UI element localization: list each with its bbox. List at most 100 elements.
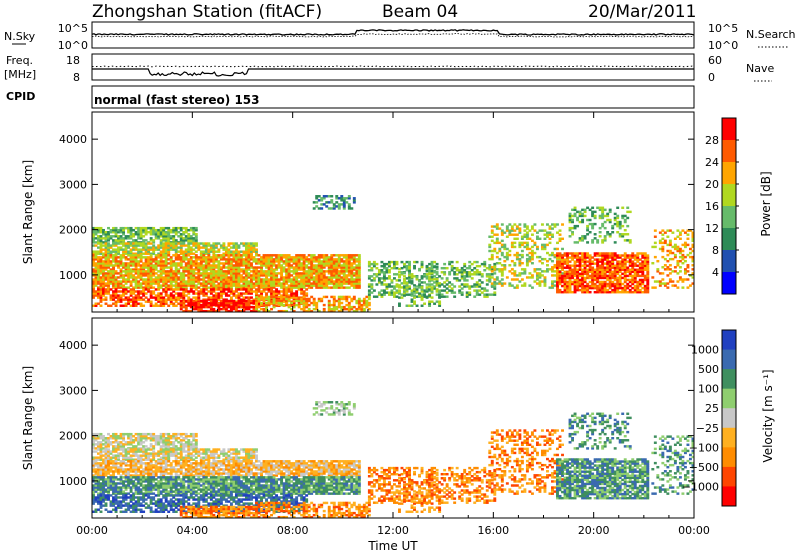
power-cell [606,258,610,261]
power-cell [245,286,248,289]
power-cell [593,284,597,288]
power-cell [653,229,657,232]
power-cell [566,266,569,269]
power-cell [102,278,105,281]
power-cell [234,307,238,311]
power-cell [242,303,246,307]
power-cell [613,276,617,280]
power-cell [332,307,336,311]
power-cell [260,286,263,289]
power-cell [212,248,216,251]
power-cell [179,264,183,267]
power-cell [315,305,319,309]
power-cell [202,260,206,263]
power-cell [405,269,409,272]
power-cell [320,270,324,273]
power-cell [139,254,143,257]
power-cell [252,274,256,277]
power-cell [132,286,136,289]
power-cell [528,257,532,261]
power-cell [265,264,268,267]
power-cell [137,262,141,265]
power-cell [275,258,279,261]
power-cell [618,278,622,282]
power-cell [207,282,211,285]
power-cell [546,235,549,238]
power-cell [242,305,246,309]
power-cell [307,262,311,265]
power-cell [192,231,196,234]
power-cell [164,276,168,279]
power-cell [571,254,574,257]
power-cell [626,282,630,286]
power-cell [568,218,572,222]
power-cell [194,284,198,287]
power-cell [347,195,351,198]
power-cell [488,293,492,296]
power-cell [270,298,273,301]
power-cell [317,262,321,265]
power-cell [538,268,542,271]
power-cell [641,252,645,255]
power-cell [152,264,156,267]
power-cell [340,282,344,285]
power-cell [102,256,105,259]
power-cell [350,307,354,311]
power-cell [613,216,617,220]
power-cell [164,256,168,259]
power-cell [219,268,223,271]
power-cell [593,210,597,214]
power-cell [591,262,595,265]
power-cell [119,280,123,283]
power-cell [104,250,108,253]
power-cell [255,298,258,301]
power-cell [209,296,213,299]
power-cell [164,239,168,242]
power-cell [237,288,241,291]
power-cell [250,254,253,257]
power-cell [247,292,251,295]
power-cell [194,239,198,242]
power-cell [505,247,509,251]
power-cell [638,262,642,265]
power-cell [568,264,572,267]
power-cell [606,290,610,294]
power-cell [603,235,607,238]
power-cell [212,260,216,263]
power-cell [247,268,251,271]
power-cell [415,278,419,281]
power-cell [167,252,171,255]
power-cell [305,256,309,259]
power-cell [272,264,276,267]
power-cell [227,264,231,267]
power-cell [460,266,464,270]
power-cell [179,280,183,283]
power-cell [147,256,151,259]
power-cell [347,286,351,289]
power-cell [611,226,615,230]
velocity-cell [92,432,95,436]
power-cell [112,284,115,287]
power-cell [212,288,216,291]
power-cell [347,278,351,281]
power-cell [347,258,351,261]
power-cell [390,289,394,292]
power-cell [563,280,567,284]
power-cell [270,294,273,297]
power-cell [129,242,133,245]
power-cell [621,266,625,269]
power-cell [227,305,231,309]
power-cell [222,266,226,269]
power-cell [202,284,206,287]
power-cell [114,248,118,251]
power-cell [97,292,100,295]
power-cell [127,300,131,303]
power-cell [99,244,103,247]
power-cell [480,273,484,276]
power-cell [342,268,346,271]
power-cell [134,239,138,242]
power-cell [122,242,126,245]
power-cell [598,216,602,220]
power-cell [285,262,289,265]
power-cell [601,272,605,276]
